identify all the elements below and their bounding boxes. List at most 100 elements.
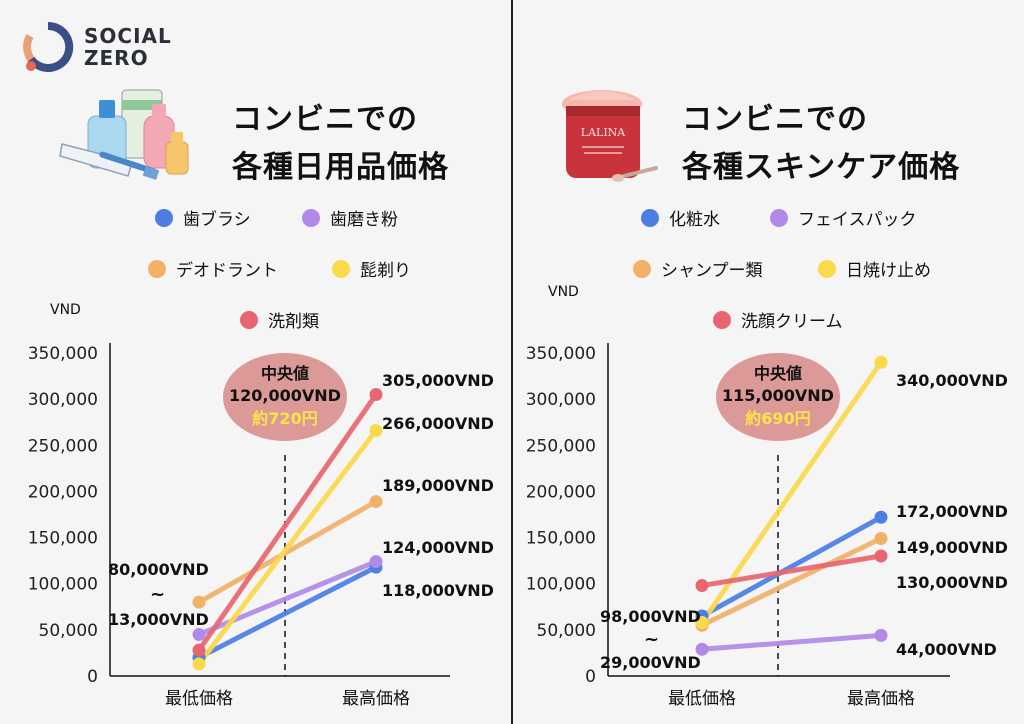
left-title-line-2: 各種日用品価格: [232, 150, 449, 185]
legend-dot-purple-icon: [302, 208, 320, 227]
toiletries-illustration-icon: [59, 89, 189, 180]
range-min-label: 80,000VND: [108, 560, 209, 579]
data-point: [192, 627, 206, 641]
data-point: [874, 355, 888, 369]
y-tick-label: 350,000: [28, 344, 98, 364]
data-point: [695, 642, 709, 656]
x-tick-label: 最高価格: [847, 689, 915, 709]
series-line: [699, 535, 884, 628]
data-point: [192, 643, 206, 657]
legend-dot-blue-icon: [155, 208, 173, 227]
legend-item-face-pack: フェイスパック: [770, 205, 917, 230]
series-line: [699, 553, 884, 589]
series-line: [196, 392, 379, 653]
median-value: 115,000VND: [722, 386, 834, 405]
data-point: [874, 628, 888, 642]
y-tick-label: 150,000: [526, 529, 596, 549]
data-point: [874, 549, 888, 563]
svg-text:LALINA: LALINA: [581, 126, 627, 139]
data-value-label: 340,000VND: [896, 371, 1008, 390]
data-point: [369, 555, 383, 569]
range-min-label: 98,000VND: [600, 607, 701, 626]
x-tick-label: 最低価格: [668, 689, 736, 709]
legend-dot-yellow-icon: [332, 259, 350, 278]
legend-item-toothpaste: 歯磨き粉: [302, 205, 398, 230]
legend-dot-orange-icon: [633, 259, 651, 278]
legend-dot-orange-icon: [148, 259, 166, 278]
data-point: [874, 531, 888, 545]
y-tick-label: 300,000: [28, 390, 98, 410]
series-line: [699, 514, 884, 619]
data-value-label: 44,000VND: [896, 640, 997, 659]
right-title-line-1: コンビニでの: [682, 102, 868, 137]
median-label: 中央値: [754, 364, 802, 383]
y-tick-label: 100,000: [28, 575, 98, 595]
legend-item-lotion: 化粧水: [641, 205, 720, 230]
data-point: [369, 495, 383, 509]
legend-dot-red-icon: [713, 310, 731, 329]
left-title-line-1: コンビニでの: [232, 102, 418, 137]
legend-label: 洗剤類: [268, 312, 319, 332]
left-y-unit: VND: [50, 302, 81, 318]
legend-label: デオドラント: [176, 261, 278, 281]
legend-label: シャンプー類: [661, 261, 763, 281]
legend-label: 日焼け止め: [846, 261, 931, 281]
legend-item-detergent: 洗剤類: [240, 307, 319, 332]
y-tick-label: 250,000: [526, 436, 596, 456]
legend-label: 歯ブラシ: [183, 210, 251, 230]
legend-label: 歯磨き粉: [330, 210, 398, 230]
legend-item-razor: 髭剃り: [332, 256, 411, 281]
data-value-label: 305,000VND: [382, 371, 494, 390]
median-yen-value: 約720円: [252, 409, 317, 428]
range-tilde: ~: [644, 629, 659, 650]
median-label: 中央値: [261, 364, 309, 383]
left-panel-title: コンビニでの 各種日用品価格: [232, 96, 449, 192]
data-value-label: 189,000VND: [382, 476, 494, 495]
y-tick-label: 200,000: [28, 482, 98, 502]
series-line: [196, 499, 379, 605]
legend-item-shampoo: シャンプー類: [633, 256, 763, 281]
median-value: 120,000VND: [229, 386, 341, 405]
x-tick-label: 最低価格: [165, 689, 233, 709]
data-value-label: 172,000VND: [896, 502, 1008, 521]
social-zero-logo-icon: [23, 22, 74, 72]
legend-item-face-wash: 洗顔クリーム: [713, 307, 843, 332]
legend-dot-red-icon: [240, 310, 258, 329]
y-tick-label: 0: [87, 667, 98, 687]
data-value-label: 130,000VND: [896, 573, 1008, 592]
right-panel-title: コンビニでの 各種スキンケア価格: [682, 96, 960, 192]
brand-line-1: SOCIAL: [84, 24, 172, 48]
cream-jar-illustration-icon: LALINA: [562, 90, 658, 182]
y-tick-label: 250,000: [28, 436, 98, 456]
data-point: [695, 579, 709, 593]
y-tick-label: 50,000: [39, 621, 98, 641]
range-max-label: 29,000VND: [600, 653, 701, 672]
data-point: [369, 388, 383, 402]
legend-item-toothbrush: 歯ブラシ: [155, 205, 251, 230]
median-badge: [223, 353, 347, 441]
x-tick-label: 最高価格: [342, 689, 410, 709]
legend-item-deodorant: デオドラント: [148, 256, 278, 281]
y-tick-label: 150,000: [28, 529, 98, 549]
right-title-line-2: 各種スキンケア価格: [682, 150, 961, 185]
series-line: [196, 428, 379, 667]
y-tick-label: 100,000: [526, 575, 596, 595]
brand-line-2: ZERO: [84, 46, 149, 70]
legend-dot-yellow-icon: [818, 259, 836, 278]
legend-item-sunscreen: 日焼け止め: [818, 256, 931, 281]
series-line: [196, 564, 379, 661]
legend-label: フェイスパック: [798, 210, 917, 230]
legend-dot-purple-icon: [770, 208, 788, 227]
data-point: [192, 595, 206, 609]
legend-dot-blue-icon: [641, 208, 659, 227]
y-tick-label: 300,000: [526, 390, 596, 410]
y-tick-label: 200,000: [526, 482, 596, 502]
y-tick-label: 0: [585, 667, 596, 687]
data-point: [369, 424, 383, 438]
y-tick-label: 50,000: [537, 621, 596, 641]
data-value-label: 118,000VND: [382, 581, 494, 600]
panel-divider: [511, 0, 513, 724]
legend-label: 洗顔クリーム: [741, 312, 843, 332]
